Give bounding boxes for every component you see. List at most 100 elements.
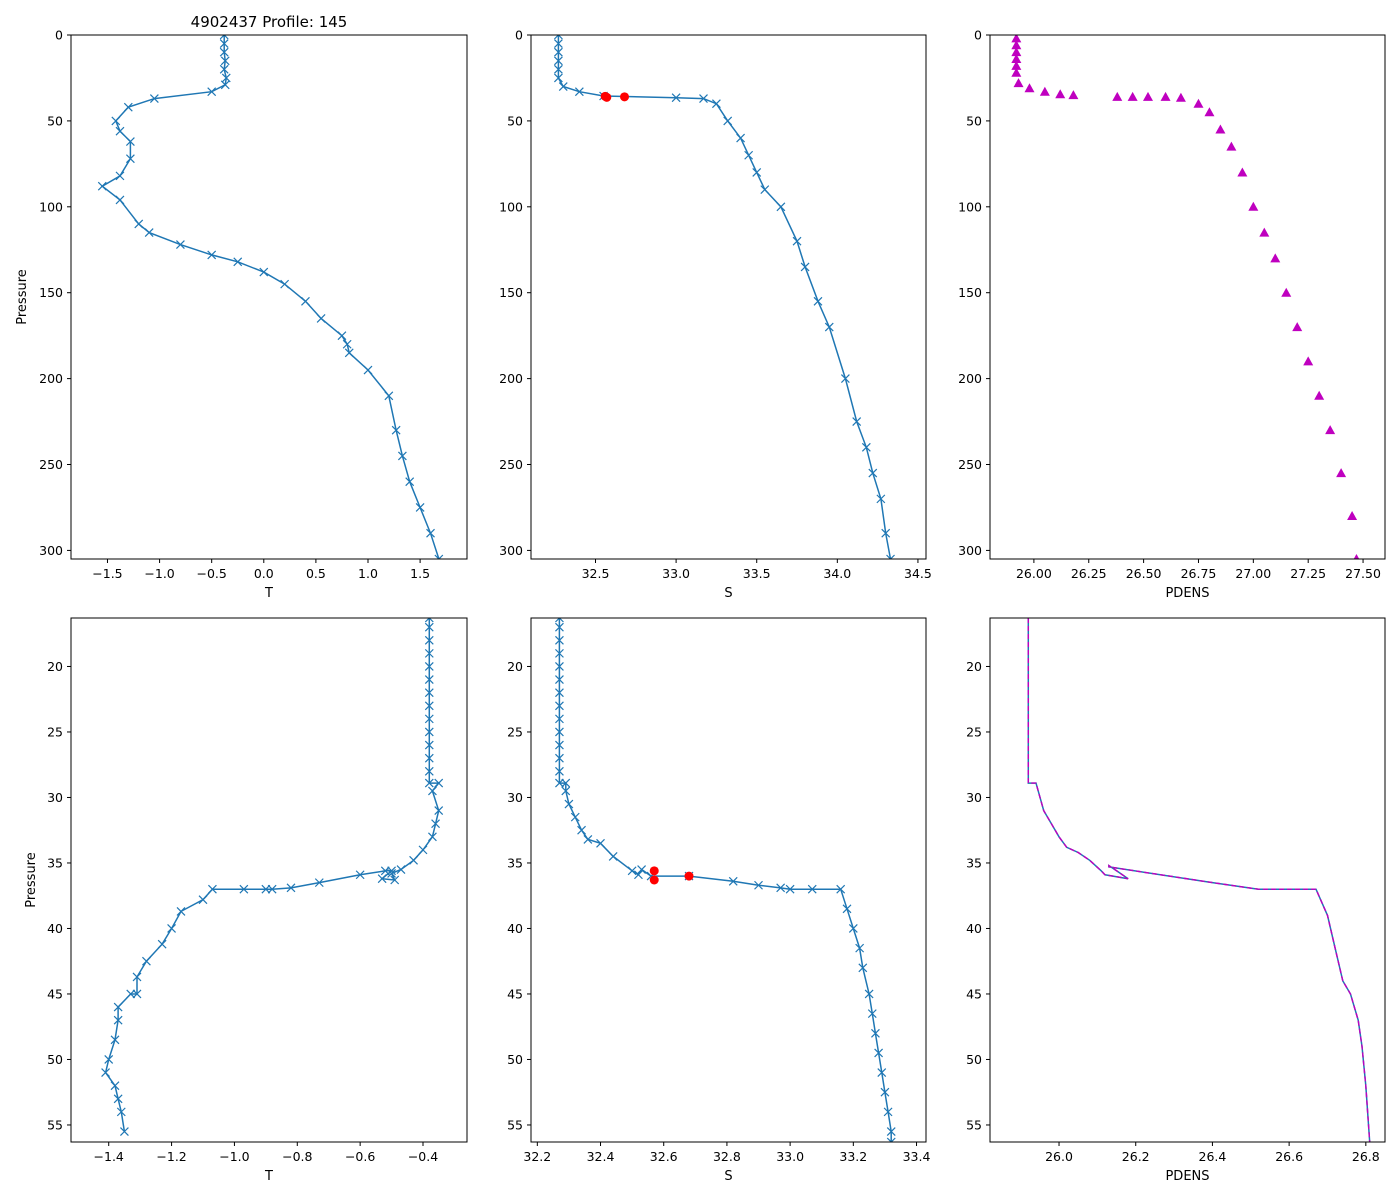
x-tick-label: 0.5 [306, 566, 326, 581]
y-tick-label: 250 [39, 457, 63, 472]
x-tick-label: 26.50 [1126, 566, 1162, 581]
x-tick-label: 26.6 [1275, 1149, 1303, 1164]
axes-frame [70, 617, 468, 1143]
x-tick-label: −1.2 [156, 1149, 186, 1164]
data-point [880, 1087, 890, 1097]
data-point [424, 622, 434, 632]
data-point [390, 875, 400, 885]
data-point [555, 753, 564, 763]
data-point [101, 1068, 110, 1077]
plot-area [555, 618, 896, 1142]
plot-area [1011, 35, 1360, 559]
data-point [363, 365, 373, 375]
data-point [198, 895, 208, 905]
data-point [397, 451, 407, 461]
data-point [428, 786, 437, 796]
data-point [858, 963, 868, 973]
y-tick-label: 50 [966, 1052, 982, 1067]
data-point [424, 648, 434, 658]
data-point [752, 168, 762, 177]
x-tick-label: 26.2 [1122, 1149, 1150, 1164]
data-point [424, 688, 434, 698]
y-tick-label: 150 [958, 285, 982, 300]
data-point [555, 740, 564, 750]
data-point [220, 56, 230, 66]
data-point [219, 64, 229, 74]
x-axis-label: PDENS [1165, 586, 1209, 601]
data-point [867, 1009, 877, 1019]
data-point [286, 883, 296, 893]
y-tick-label: 200 [958, 371, 982, 386]
y-tick-label: 0 [974, 28, 982, 43]
y-tick-label: 0 [515, 28, 523, 43]
x-tick-label: 33.0 [776, 1149, 804, 1164]
data-point [424, 727, 434, 737]
data-point [553, 73, 563, 83]
y-tick-label: 30 [966, 790, 982, 805]
data-point [157, 939, 167, 949]
data-point [876, 494, 886, 504]
y-tick-label: 25 [966, 724, 982, 739]
x-tick-label: −1.0 [144, 566, 174, 581]
y-tick-label: 20 [966, 659, 982, 674]
x-tick-label: −1.0 [219, 1149, 249, 1164]
data-point [1160, 91, 1171, 101]
data-point [142, 956, 151, 966]
axes-frame [989, 617, 1386, 1143]
y-tick-label: 40 [507, 921, 523, 936]
data-point [608, 851, 618, 861]
plot-area [97, 35, 444, 559]
data-point [699, 94, 708, 103]
data-point [424, 766, 434, 776]
x-axis-label: S [724, 1169, 732, 1184]
x-tick-label: 32.8 [713, 1149, 741, 1164]
data-point [1336, 468, 1347, 478]
data-point [555, 778, 564, 788]
data-point [553, 35, 563, 40]
data-point [1303, 356, 1314, 366]
data-point [104, 1055, 114, 1064]
data-point [637, 865, 647, 874]
data-point [555, 622, 564, 632]
data-point [415, 503, 425, 512]
data-point [208, 884, 217, 894]
data-point [723, 116, 733, 126]
data-point [555, 688, 564, 698]
y-tick-label: 35 [47, 855, 63, 870]
data-point [113, 1002, 123, 1012]
y-tick-label: 100 [499, 199, 523, 214]
data-point [424, 753, 434, 763]
data-point [110, 1081, 120, 1091]
data-point [1314, 390, 1325, 400]
data-point [405, 477, 415, 487]
data-point [110, 1035, 120, 1045]
y-tick-label: 45 [47, 986, 63, 1001]
data-point [175, 240, 185, 250]
data-point [116, 1107, 126, 1117]
plot-area [553, 35, 895, 559]
data-point [1226, 141, 1237, 151]
y-tick-label: 150 [39, 285, 63, 300]
data-point [387, 869, 396, 878]
data-point [434, 778, 444, 788]
x-tick-label: 32.6 [650, 1149, 678, 1164]
data-point [391, 425, 401, 435]
data-point [1068, 90, 1079, 100]
data-point [342, 339, 352, 349]
data-point [558, 82, 568, 91]
x-tick-label: −0.5 [197, 566, 227, 581]
figure-title: 4902437 Profile: 145 [191, 13, 348, 31]
data-point [1259, 227, 1270, 237]
data-point [111, 116, 121, 126]
x-tick-label: 32.4 [587, 1149, 615, 1164]
data-point [728, 876, 738, 886]
data-point [555, 714, 564, 724]
data-point [1237, 167, 1248, 177]
data-point [113, 1015, 123, 1025]
data-point [824, 322, 834, 332]
data-point [744, 150, 754, 160]
data-point [261, 884, 271, 894]
data-point [813, 296, 823, 306]
data-point [377, 874, 387, 884]
data-point [555, 701, 564, 711]
